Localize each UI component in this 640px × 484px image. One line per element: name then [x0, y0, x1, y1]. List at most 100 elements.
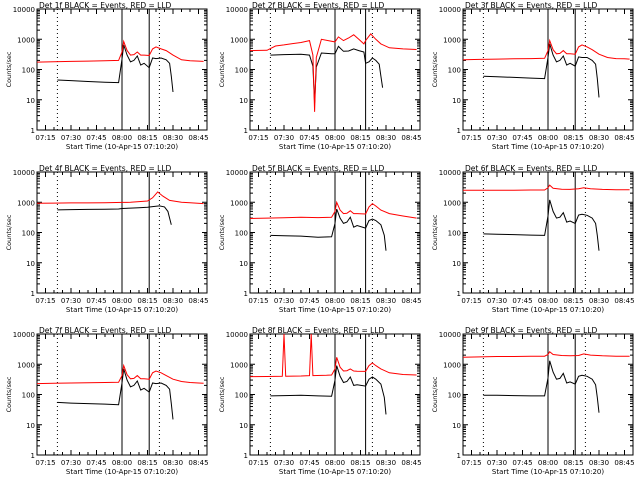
- y-tick-label: 100: [22, 392, 35, 400]
- y-tick-label: 1: [457, 127, 461, 135]
- y-axis-label: Counts/sec: [218, 51, 226, 87]
- x-tick-label: 08:15: [137, 459, 157, 467]
- y-tick-label: 10: [239, 97, 248, 105]
- x-tick-label: 07:45: [512, 134, 532, 142]
- lld-series-line: [463, 184, 630, 191]
- x-tick-label: 07:15: [248, 134, 268, 142]
- x-tick-label: 08:15: [563, 297, 583, 305]
- x-tick-label: 08:15: [137, 297, 157, 305]
- x-tick-label: 07:30: [487, 134, 507, 142]
- y-tick-label: 10000: [13, 331, 35, 339]
- y-tick-label: 1000: [443, 199, 461, 207]
- panel-9: 1 10 100 1000 10000 07:15 07:30 07:45 08:00 08:15…: [431, 326, 635, 476]
- y-tick-label: 10: [452, 97, 461, 105]
- x-tick-label: 08:00: [325, 134, 345, 142]
- x-tick-label: 08:45: [401, 134, 421, 142]
- panel-title: Det 3f BLACK = Events, RED = LLD: [465, 1, 598, 10]
- events-series-line: [483, 43, 600, 98]
- y-tick-label: 1: [31, 290, 35, 298]
- y-tick-label: 100: [235, 230, 248, 238]
- x-tick-label: 07:45: [86, 459, 106, 467]
- y-tick-label: 10000: [13, 6, 35, 14]
- x-tick-label: 08:00: [538, 459, 558, 467]
- y-tick-label: 1: [457, 452, 461, 460]
- x-tick-label: 07:15: [35, 459, 55, 467]
- events-series-line: [57, 368, 174, 420]
- x-tick-label: 07:45: [299, 459, 319, 467]
- x-tick-label: 07:15: [248, 459, 268, 467]
- x-tick-label: 08:30: [376, 297, 396, 305]
- y-tick-label: 10000: [226, 331, 248, 339]
- x-tick-label: 08:30: [163, 459, 183, 467]
- x-tick-label: 08:30: [163, 297, 183, 305]
- x-tick-label: 07:30: [61, 134, 81, 142]
- events-series-line: [483, 199, 600, 251]
- lld-series-line: [36, 39, 204, 63]
- panel-title: Det 2f BLACK = Events, RED = LLD: [252, 1, 385, 10]
- x-tick-label: 08:45: [188, 297, 208, 305]
- lld-series-line: [249, 33, 417, 112]
- panel-title: Det 8f BLACK = Events, RED = LLD: [252, 326, 385, 335]
- x-tick-label: 08:00: [112, 459, 132, 467]
- lld-series-line: [462, 350, 630, 358]
- x-tick-label: 07:45: [299, 297, 319, 305]
- x-tick-label: 08:00: [325, 297, 345, 305]
- y-tick-label: 100: [235, 67, 248, 75]
- panel-4: 1 10 100 1000 10000 07:15 07:30 07:45 08:00 08:15…: [5, 164, 209, 314]
- y-axis-label: Counts/sec: [431, 214, 439, 250]
- x-tick-label: 07:45: [86, 134, 106, 142]
- y-tick-label: 1: [244, 452, 248, 460]
- panel-1: 1 10 100 1000 10000 07:15 07:30 07:45 08:00 08:15…: [5, 1, 209, 151]
- x-tick-label: 08:30: [376, 459, 396, 467]
- y-tick-label: 10: [26, 97, 35, 105]
- y-axis-label: Counts/sec: [431, 51, 439, 87]
- y-tick-label: 10000: [226, 6, 248, 14]
- y-tick-label: 1: [244, 290, 248, 298]
- y-tick-label: 1000: [17, 36, 35, 44]
- x-tick-label: 07:30: [487, 459, 507, 467]
- x-tick-label: 08:30: [163, 134, 183, 142]
- x-tick-label: 08:30: [589, 297, 609, 305]
- x-tick-label: 07:15: [248, 297, 268, 305]
- events-series-line: [270, 45, 384, 103]
- x-tick-label: 07:30: [61, 459, 81, 467]
- x-axis-label: Start Time (10-Apr-15 07:10:20): [279, 143, 391, 151]
- y-tick-label: 10: [239, 260, 248, 268]
- y-tick-label: 10000: [439, 331, 461, 339]
- x-tick-label: 07:30: [274, 134, 294, 142]
- y-tick-label: 1000: [443, 36, 461, 44]
- x-tick-label: 08:45: [188, 134, 208, 142]
- panel-6: 1 10 100 1000 10000 07:15 07:30 07:45 08:00 08:15…: [431, 164, 635, 314]
- panel-2: 1 10 100 1000 10000 07:15 07:30 07:45 08:00 08:15…: [218, 1, 422, 151]
- lld-series-line: [249, 200, 417, 219]
- y-tick-label: 100: [22, 230, 35, 238]
- x-tick-label: 08:45: [614, 297, 634, 305]
- panel-7: 1 10 100 1000 10000 07:15 07:30 07:45 08:00 08:15…: [5, 326, 209, 476]
- x-tick-label: 07:15: [461, 459, 481, 467]
- y-tick-label: 1000: [230, 199, 248, 207]
- panel-8: 1 10 100 1000 10000 07:15 07:30 07:45 08:00 08:15…: [218, 326, 422, 476]
- events-series-line: [57, 44, 174, 93]
- y-tick-label: 10: [26, 422, 35, 430]
- x-tick-label: 08:15: [563, 134, 583, 142]
- panel-title: Det 4f BLACK = Events, RED = LLD: [39, 164, 172, 173]
- y-axis-label: Counts/sec: [5, 376, 13, 412]
- x-tick-label: 08:45: [614, 459, 634, 467]
- x-axis-label: Start Time (10-Apr-15 07:10:20): [66, 306, 178, 314]
- y-axis-label: Counts/sec: [218, 376, 226, 412]
- x-tick-label: 07:30: [487, 297, 507, 305]
- y-tick-label: 100: [448, 67, 461, 75]
- x-tick-label: 08:00: [112, 134, 132, 142]
- y-tick-label: 10000: [226, 169, 248, 177]
- y-axis-label: Counts/sec: [5, 51, 13, 87]
- panel-title: Det 9f BLACK = Events, RED = LLD: [465, 326, 598, 335]
- x-axis-label: Start Time (10-Apr-15 07:10:20): [492, 306, 604, 314]
- x-axis-label: Start Time (10-Apr-15 07:10:20): [66, 468, 178, 476]
- x-tick-label: 08:15: [350, 134, 370, 142]
- panel-title: Det 1f BLACK = Events, RED = LLD: [39, 1, 172, 10]
- x-tick-label: 07:15: [461, 297, 481, 305]
- y-tick-label: 10: [239, 422, 248, 430]
- y-axis-label: Counts/sec: [218, 214, 226, 250]
- x-axis-label: Start Time (10-Apr-15 07:10:20): [492, 468, 604, 476]
